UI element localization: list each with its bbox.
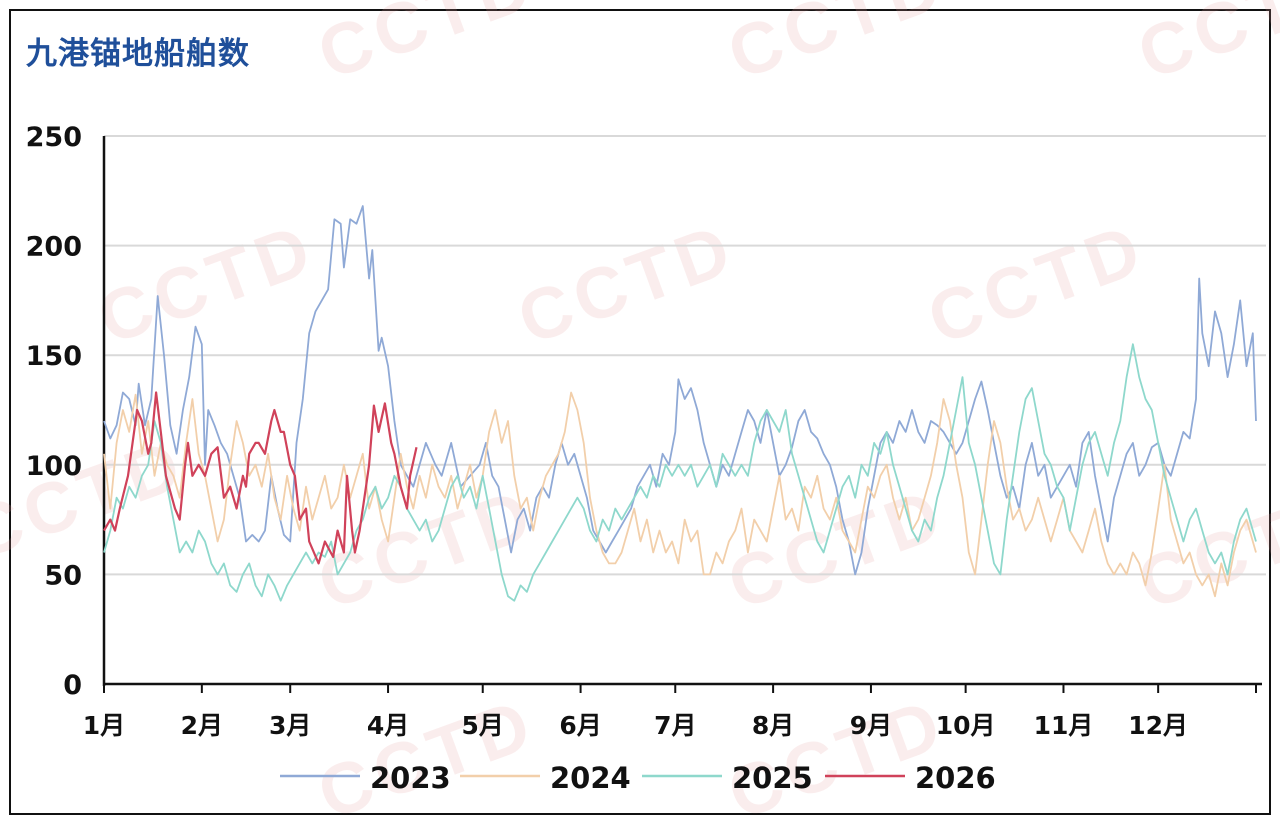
watermark: CCTD [718,683,956,823]
x-tick-label: 8月 [752,711,794,740]
chart-frame [9,9,1271,815]
series-line-2023 [103,205,1257,576]
series-line-2026 [103,391,418,565]
watermark: CCTD [1128,473,1280,625]
x-tick-label: 1月 [83,711,125,740]
x-tick-label: 7月 [654,711,696,740]
series-line-2025 [103,343,1257,602]
x-tick-label: 3月 [269,711,311,740]
series-line-2024 [103,391,1257,598]
x-tick-label: 4月 [367,711,409,740]
watermark: CCTD [1128,0,1280,95]
watermark: CCTD [88,208,326,360]
x-tick-label: 2月 [181,711,223,740]
legend-label-2026: 2026 [915,761,996,795]
watermark: CCTD [308,0,546,95]
x-tick-label: 11月 [1034,711,1094,740]
y-tick-label: 200 [26,232,82,263]
watermark: CCTD [718,0,956,95]
watermark: CCTD [508,208,746,360]
x-tick-label: 6月 [559,711,601,740]
x-tick-label: 5月 [462,711,504,740]
y-tick-label: 150 [26,341,82,372]
watermark: CCTD [918,208,1156,360]
legend-label-2023: 2023 [370,761,451,795]
y-tick-label: 100 [26,451,82,482]
y-tick-label: 0 [63,670,82,701]
x-tick-label: 12月 [1128,711,1188,740]
watermark: CCTD [308,683,546,823]
x-tick-label: 10月 [936,711,996,740]
watermark: CCTD [0,423,196,575]
legend-label-2024: 2024 [550,761,631,795]
y-tick-label: 250 [26,122,82,153]
x-tick-label: 9月 [850,711,892,740]
watermark: CCTD [718,473,956,625]
chart-title: 九港锚地船舶数 [26,36,250,72]
y-tick-label: 50 [44,560,82,591]
legend-label-2025: 2025 [732,761,813,795]
